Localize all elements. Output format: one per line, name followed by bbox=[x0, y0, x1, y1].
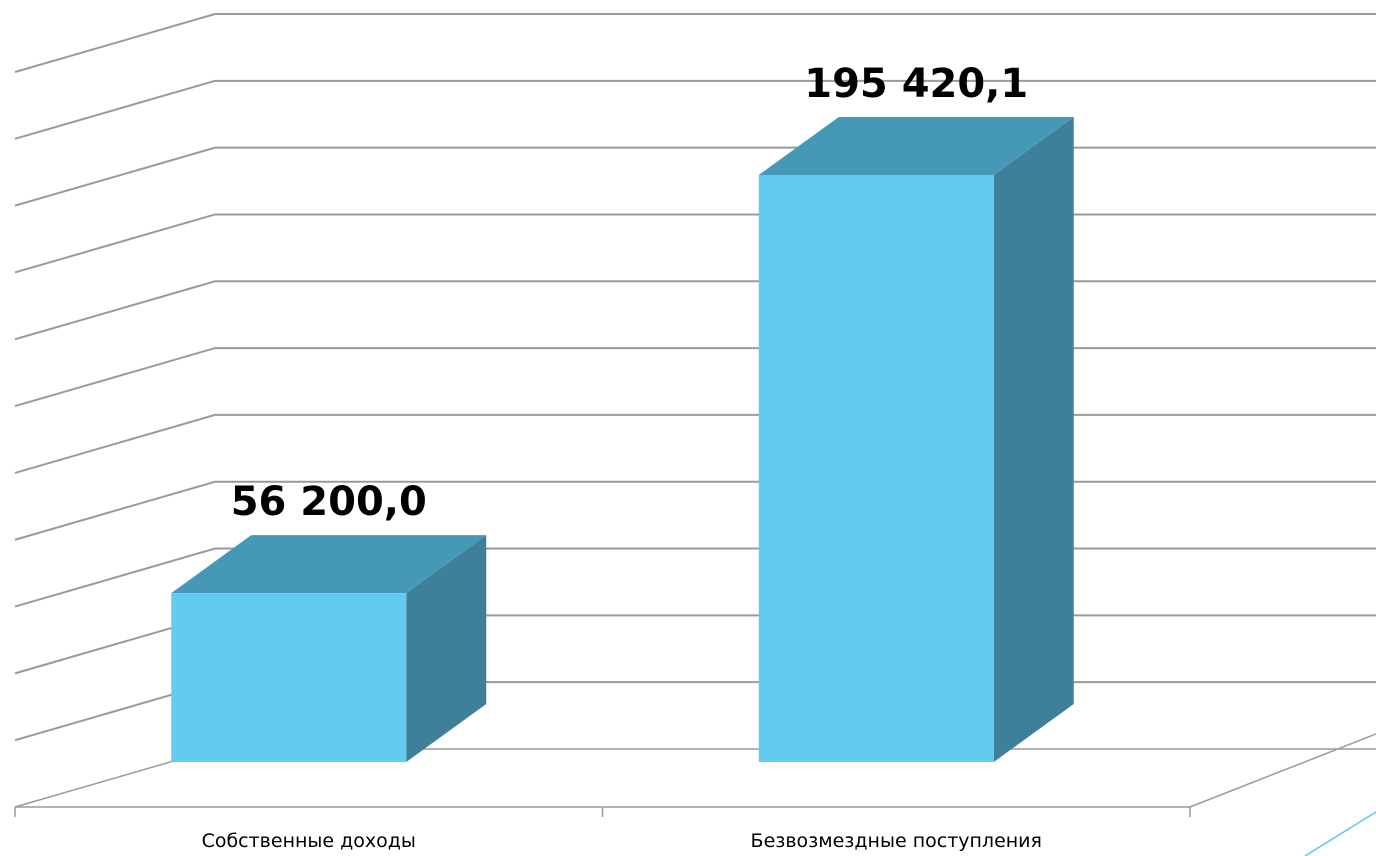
label-layer: 56 200,0 Собственные доходы 195 420,1 Безво… bbox=[202, 61, 1042, 852]
gridline bbox=[14, 79, 1376, 140]
bar bbox=[758, 117, 1074, 762]
bar-side bbox=[406, 535, 487, 762]
data-label: 56 200,0 bbox=[231, 479, 427, 525]
gridline bbox=[14, 347, 1376, 408]
category-label: Собственные доходы bbox=[202, 830, 416, 852]
bar bbox=[171, 535, 487, 762]
gridline bbox=[14, 213, 1376, 274]
data-label: 195 420,1 bbox=[804, 61, 1028, 107]
bar-layer bbox=[171, 117, 1074, 762]
gridline bbox=[14, 280, 1376, 341]
gridline bbox=[14, 146, 1376, 207]
bar-top bbox=[758, 117, 1074, 175]
gridline bbox=[14, 413, 1376, 474]
gridline bbox=[14, 480, 1376, 541]
bar-top bbox=[171, 535, 487, 594]
decorative-accent-line bbox=[1304, 811, 1376, 856]
bar-front bbox=[171, 593, 407, 762]
category-label: Безвозмездные поступления bbox=[751, 830, 1042, 852]
bar-side bbox=[993, 117, 1074, 762]
axis-layer bbox=[14, 733, 1376, 817]
gridline bbox=[14, 13, 1376, 73]
bar-front bbox=[758, 175, 994, 762]
floor-right-edge bbox=[1189, 733, 1376, 808]
